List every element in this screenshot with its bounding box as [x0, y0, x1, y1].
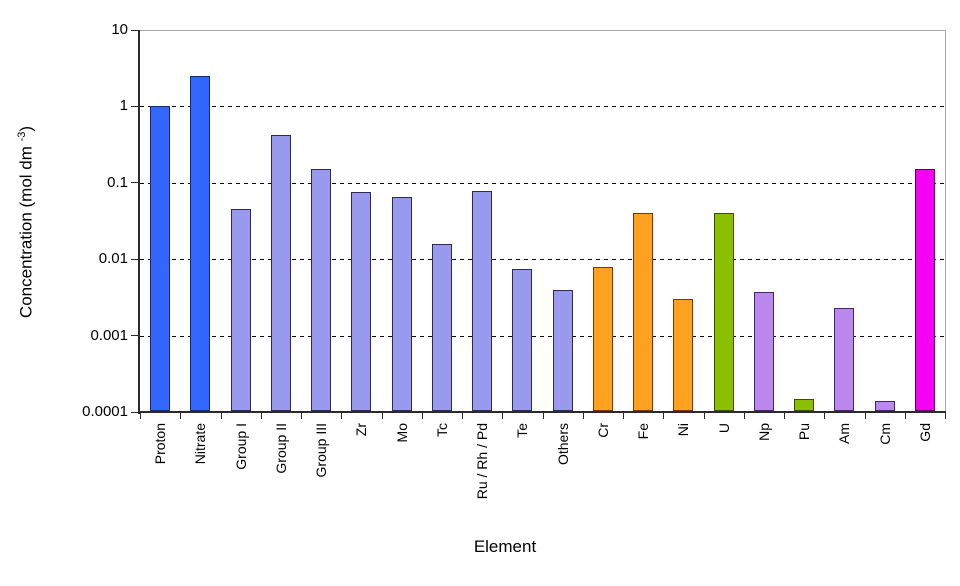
bar-fe — [633, 213, 654, 412]
x-tick — [743, 413, 745, 419]
bar-group-i — [230, 209, 251, 412]
x-tick — [140, 413, 141, 419]
y-tick — [131, 411, 138, 413]
y-gridline — [140, 106, 945, 108]
x-tick — [301, 413, 302, 419]
x-tick — [824, 413, 826, 419]
y-tick-label: 0.01 — [98, 250, 128, 268]
bar-u — [713, 213, 734, 412]
x-tick — [623, 413, 624, 419]
y-axis-title-superscript: -3 — [16, 131, 28, 142]
y-axis-line — [138, 30, 140, 414]
y-axis-title-text: Concentration (mol dm — [16, 141, 36, 319]
y-tick — [131, 335, 138, 337]
x-category-label: U — [715, 423, 732, 434]
bar-ru-rh-pd — [472, 191, 493, 412]
bar-te — [512, 268, 533, 412]
y-tick-label: 0.0001 — [82, 403, 128, 420]
x-tick — [945, 413, 946, 419]
x-tick — [542, 413, 544, 419]
y-gridline — [140, 259, 945, 261]
x-category-label: Tc — [433, 423, 450, 437]
bar-am — [834, 307, 855, 412]
bar-tc — [431, 243, 452, 412]
x-category-label: Ru / Rh / Pd — [474, 423, 491, 500]
x-tick — [220, 413, 222, 419]
bar-group-ii — [270, 135, 291, 412]
y-tick — [131, 105, 138, 107]
x-category-label: Zr — [353, 423, 370, 437]
x-category-label: Nitrate — [192, 423, 209, 465]
x-tick — [260, 413, 262, 419]
bar-zr — [351, 191, 372, 412]
x-tick — [502, 413, 504, 419]
x-tick — [703, 413, 705, 419]
y-gridline — [140, 182, 945, 184]
y-tick — [131, 182, 138, 184]
bar-cm — [874, 400, 895, 412]
bar-proton — [150, 106, 171, 412]
x-category-label: Group II — [272, 423, 289, 474]
x-category-label: Group I — [232, 423, 249, 470]
y-axis-title: Concentration (mol dm -3) — [16, 126, 37, 318]
y-tick — [131, 258, 138, 260]
x-category-label: Cm — [876, 423, 893, 445]
y-tick-label: 0.001 — [90, 326, 128, 344]
x-tick — [421, 413, 423, 419]
plot-border-right — [945, 30, 946, 412]
x-category-label: Cr — [594, 423, 611, 438]
bar-pu — [794, 398, 815, 412]
bar-nitrate — [190, 75, 211, 412]
x-category-label: Am — [836, 423, 853, 444]
bar-group-iii — [311, 169, 332, 412]
x-tick — [582, 413, 584, 419]
bar-gd — [914, 169, 935, 412]
x-tick — [663, 413, 665, 419]
y-gridline — [140, 335, 945, 337]
y-tick-label: 1 — [119, 97, 128, 115]
x-tick — [864, 413, 866, 419]
bar-cr — [592, 266, 613, 412]
x-tick — [462, 413, 463, 419]
x-category-label: Np — [755, 423, 772, 441]
x-axis-line — [138, 411, 946, 413]
x-axis-title: Element — [473, 537, 537, 556]
x-tick — [180, 413, 182, 419]
x-category-label: Ni — [675, 423, 692, 437]
y-tick-label: 10 — [111, 21, 128, 38]
bar-mo — [391, 196, 412, 412]
bar-others — [552, 289, 573, 412]
x-tick — [381, 413, 383, 419]
x-tick — [341, 413, 343, 419]
x-category-label: Gd — [916, 423, 933, 442]
x-category-label: Fe — [635, 423, 652, 440]
x-tick — [784, 413, 785, 419]
bar-np — [753, 292, 774, 412]
x-category-label: Proton — [152, 423, 169, 465]
x-category-label: Group III — [313, 423, 330, 478]
x-category-label: Pu — [796, 423, 813, 441]
y-axis-title-close: ) — [16, 125, 36, 132]
x-category-label: Te — [514, 423, 531, 438]
plot-border-top — [139, 30, 946, 31]
y-tick — [131, 29, 138, 31]
x-tick — [904, 413, 906, 419]
x-category-label: Others — [554, 423, 571, 466]
y-tick-label: 0.1 — [107, 173, 128, 191]
bar-ni — [673, 299, 694, 412]
x-category-label: Mo — [393, 423, 410, 443]
